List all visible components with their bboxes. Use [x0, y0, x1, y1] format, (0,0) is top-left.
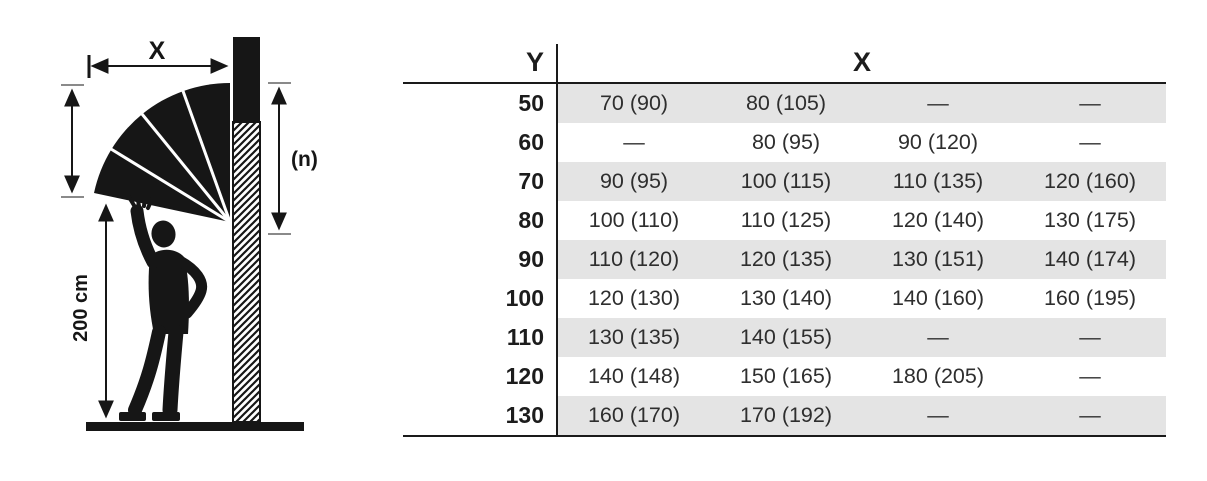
- row-x-value: 140 (160): [891, 286, 985, 310]
- dimension-table: Y X 50 70 (90) 80 (105) — —60—80 (95) 90 (120…: [403, 44, 1166, 437]
- row-x-value: 100 (115): [710, 162, 862, 201]
- row-x-value: —: [862, 318, 1014, 357]
- table-row: 50 70 (90) 80 (105) — —: [403, 84, 1166, 123]
- row-y-value: 130: [403, 396, 558, 435]
- row-y-value: 80: [403, 201, 558, 240]
- row-x-value: 160 (170): [558, 396, 710, 435]
- row-x-value: 130 (151): [862, 240, 1014, 279]
- height-200cm-arrow: 200 cm: [70, 203, 114, 419]
- row-y-value: 70: [403, 162, 558, 201]
- table-row: 130 160 (170) 170 (192) — —: [403, 396, 1166, 435]
- x-dimension-arrow: X: [87, 37, 229, 78]
- table-header: Y X: [403, 44, 1166, 84]
- table-row: 90 110 (120) 120 (135) 130 (151) 140 (174): [403, 240, 1166, 279]
- person-silhouette: [119, 193, 208, 421]
- row-x-value: 70 (90): [558, 84, 710, 123]
- n-dimension-label: (n): [291, 148, 318, 171]
- table-row: 60 — 80 (95) 90 (120) —: [403, 123, 1166, 162]
- row-x-value: 160 (195): [1043, 286, 1137, 310]
- row-x-value: 100 (110): [588, 208, 680, 232]
- row-x-value: —: [862, 84, 1014, 123]
- row-x-value: 140 (155): [710, 318, 862, 357]
- row-x-value: 80 (105): [710, 84, 862, 123]
- row-x-value: —: [1014, 318, 1166, 357]
- row-x-value: —: [862, 396, 1014, 435]
- row-x-value: —: [1014, 396, 1166, 435]
- row-y-value: 110: [403, 318, 558, 357]
- row-x-value: 90 (95): [558, 162, 710, 201]
- wall-post: [232, 37, 261, 423]
- table-body: 50 70 (90) 80 (105) — —60—80 (95) 90 (120) —70…: [403, 84, 1166, 437]
- table-row: 80 100 (110) 110 (125) 120 (140) 130 (175): [403, 201, 1166, 240]
- height-200cm-label: 200 cm: [70, 274, 92, 342]
- row-x-value: —: [1079, 364, 1101, 388]
- row-y-value: 120: [403, 357, 558, 396]
- row-x-value: 180 (205): [891, 364, 985, 388]
- row-x-value: —: [623, 130, 645, 154]
- row-x-value: —: [1014, 84, 1166, 123]
- row-y-value: 90: [403, 240, 558, 279]
- row-x-value: 120 (140): [891, 208, 985, 232]
- row-x-value: 120 (130): [587, 286, 681, 310]
- ground-line: [86, 422, 304, 431]
- row-y-value: 60: [403, 123, 558, 162]
- row-x-value: 130 (140): [739, 286, 833, 310]
- wall-post-top: [233, 37, 260, 122]
- table-row: 110 130 (135) 140 (155) — —: [403, 318, 1166, 357]
- table-row: 70 90 (95) 100 (115) 110 (135) 120 (160): [403, 162, 1166, 201]
- y-column-header: Y: [403, 44, 558, 82]
- table-row: 100 120 (130) 130 (140) 140 (160) 160 (195): [403, 279, 1166, 318]
- row-x-value: 110 (125): [740, 208, 832, 232]
- wall-post-hatched: [232, 121, 261, 423]
- row-x-value: 110 (135): [862, 162, 1014, 201]
- fan-height-arrow: [61, 84, 84, 198]
- row-x-value: 130 (135): [558, 318, 710, 357]
- row-x-value: 170 (192): [710, 396, 862, 435]
- row-x-value: 140 (174): [1014, 240, 1166, 279]
- row-x-value: 80 (95): [751, 130, 821, 154]
- row-x-value: 120 (135): [710, 240, 862, 279]
- awning-fan: [94, 82, 232, 224]
- row-y-value: 50: [403, 84, 558, 123]
- row-x-value: 90 (120): [897, 130, 979, 154]
- n-dimension-arrow: (n): [268, 82, 318, 235]
- awning-diagram: X (n) 200 cm: [61, 37, 318, 431]
- row-x-value: —: [1079, 130, 1101, 154]
- row-y-value: 100: [403, 279, 558, 318]
- row-x-value: 140 (148): [587, 364, 681, 388]
- x-column-header: X: [852, 47, 871, 77]
- table-row: 120 140 (148) 150 (165) 180 (205) —: [403, 357, 1166, 396]
- row-x-value: 120 (160): [1014, 162, 1166, 201]
- row-x-value: 150 (165): [739, 364, 833, 388]
- row-x-value: 110 (120): [558, 240, 710, 279]
- x-dimension-label: X: [149, 37, 166, 65]
- row-x-value: 130 (175): [1043, 208, 1137, 232]
